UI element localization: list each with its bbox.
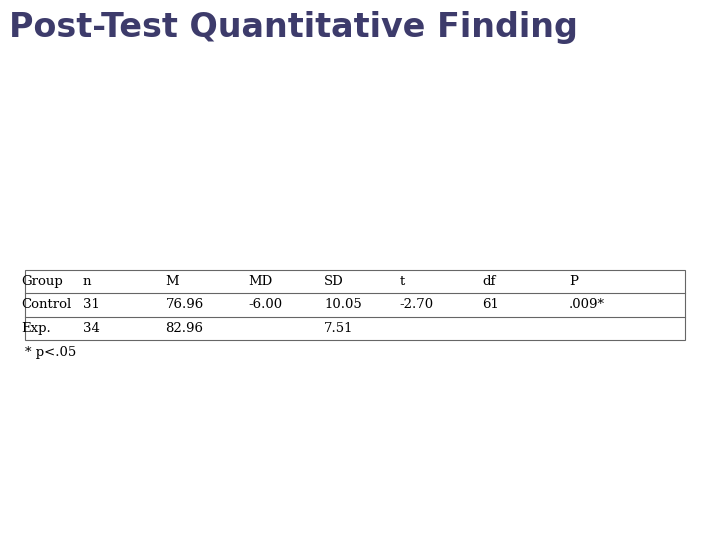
Text: M: M xyxy=(166,275,179,288)
Text: SD: SD xyxy=(324,275,343,288)
Bar xyxy=(25,270,685,340)
Text: 82.96: 82.96 xyxy=(166,322,204,335)
Text: 61: 61 xyxy=(482,299,499,312)
Text: P: P xyxy=(569,275,578,288)
Text: Exp.: Exp. xyxy=(22,322,51,335)
Text: t: t xyxy=(400,275,405,288)
Text: -2.70: -2.70 xyxy=(400,299,433,312)
Text: df: df xyxy=(482,275,496,288)
Text: .009*: .009* xyxy=(569,299,605,312)
Text: 76.96: 76.96 xyxy=(166,299,204,312)
Text: -6.00: -6.00 xyxy=(248,299,282,312)
Text: 34: 34 xyxy=(83,322,99,335)
Text: Control: Control xyxy=(22,299,72,312)
Text: 7.51: 7.51 xyxy=(324,322,354,335)
Text: MD: MD xyxy=(248,275,273,288)
Text: 10.05: 10.05 xyxy=(324,299,361,312)
Text: Post-Test Quantitative Finding: Post-Test Quantitative Finding xyxy=(9,11,577,44)
Text: n: n xyxy=(83,275,91,288)
Text: Group: Group xyxy=(22,275,63,288)
Text: * p<.05: * p<.05 xyxy=(25,346,76,359)
Text: Rosli, Zamri & Syukran (2011) – t-Test for Independent Samples: Rosli, Zamri & Syukran (2011) – t-Test f… xyxy=(63,510,657,528)
Text: 31: 31 xyxy=(83,299,99,312)
